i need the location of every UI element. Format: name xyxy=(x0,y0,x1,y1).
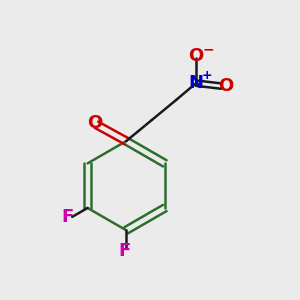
Text: +: + xyxy=(201,69,212,82)
Text: O: O xyxy=(188,47,204,65)
Text: F: F xyxy=(61,208,74,226)
Text: N: N xyxy=(189,74,204,92)
Text: O: O xyxy=(87,114,103,132)
Text: F: F xyxy=(118,242,131,260)
Text: −: − xyxy=(203,42,214,56)
Text: O: O xyxy=(218,77,233,95)
